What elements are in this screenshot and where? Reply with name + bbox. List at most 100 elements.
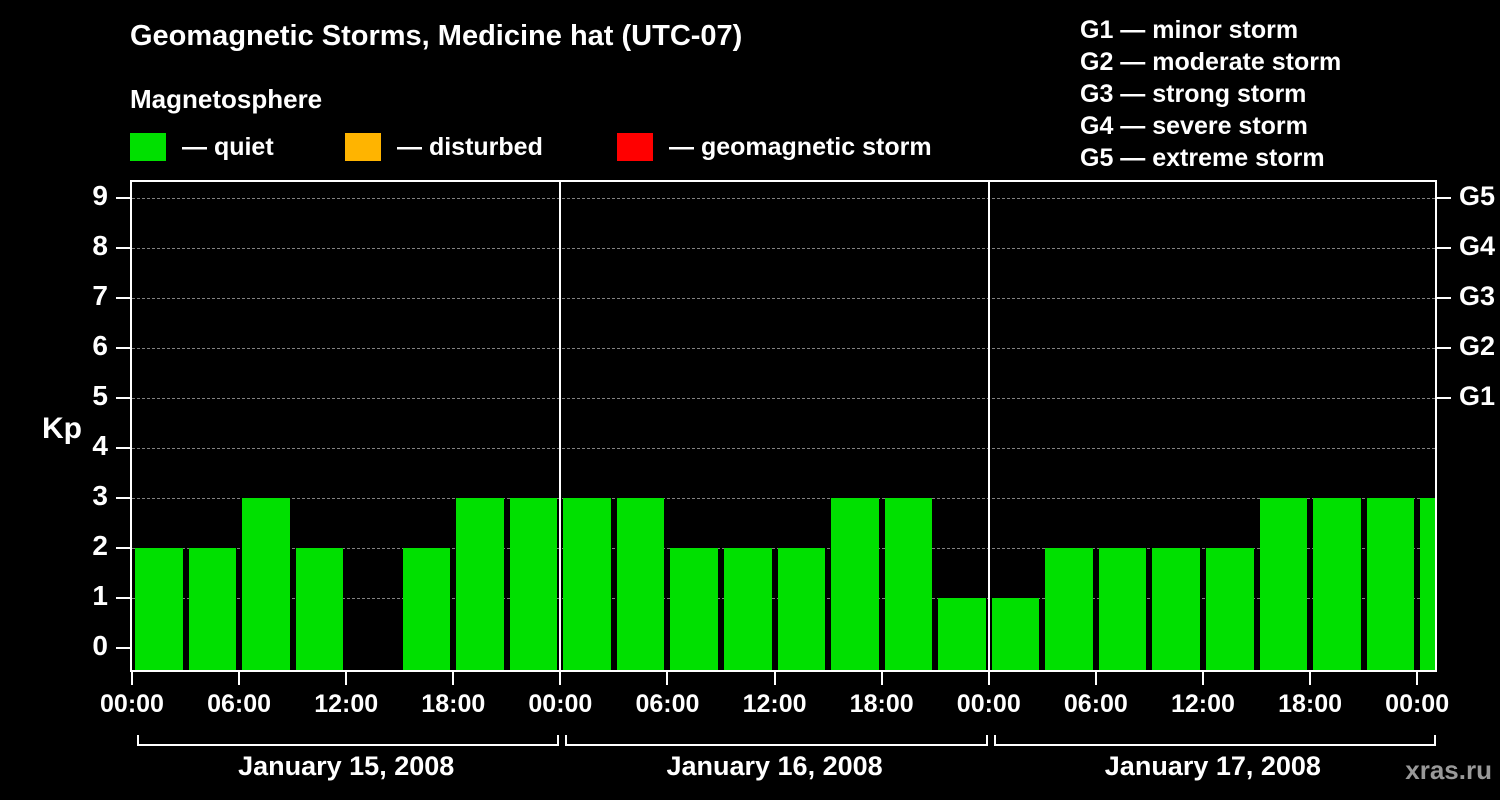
kp-bar: [509, 498, 558, 670]
kp-gridline-5: [132, 398, 1435, 399]
kp-bar: [991, 598, 1040, 670]
x-tick-label: 00:00: [100, 690, 164, 718]
x-tick-label: 18:00: [849, 690, 914, 718]
kp-bar: [724, 548, 772, 670]
y-axis-tick: [116, 347, 130, 349]
g-axis-label: G4: [1459, 231, 1496, 261]
quiet-swatch-icon: [130, 133, 166, 161]
kp-gridline-4: [132, 448, 1435, 449]
kp-bar: [1259, 498, 1308, 670]
y-tick-label: 2: [92, 530, 108, 561]
x-axis-tick: [1094, 672, 1097, 685]
x-tick-label: 18:00: [1278, 690, 1343, 718]
x-tick-label: 00:00: [956, 690, 1021, 718]
y-axis-tick: [116, 547, 130, 549]
legend-storm-label: — geomagnetic storm: [669, 132, 932, 161]
x-axis-tick: [1416, 672, 1419, 685]
kp-bar: [1313, 498, 1361, 670]
x-axis-tick: [1201, 672, 1204, 685]
y-tick-label: 9: [92, 180, 108, 211]
g-axis-label: G3: [1459, 281, 1496, 311]
day-date-label: January 15, 2008: [238, 751, 455, 781]
y-axis-tick: [116, 297, 130, 299]
y-tick-label: 5: [92, 380, 108, 411]
legend-quiet-label: — quiet: [182, 132, 274, 161]
x-tick-label: 00:00: [1385, 690, 1450, 718]
x-axis-tick: [131, 672, 133, 685]
day-bracket: [137, 735, 560, 746]
kp-bar: [938, 598, 986, 670]
g-axis-label: G1: [1459, 381, 1496, 411]
kp-gridline-7: [132, 298, 1435, 299]
kp-bar: [1205, 548, 1254, 670]
x-axis-tick: [880, 672, 883, 685]
x-tick-label: 06:00: [207, 690, 272, 718]
kp-bar: [563, 498, 611, 670]
y-axis-tick: [116, 397, 130, 399]
y-axis-tick: [116, 647, 130, 649]
x-tick-label: 00:00: [528, 690, 593, 718]
x-axis-tick: [1309, 672, 1312, 685]
kp-bar: [402, 548, 451, 670]
y-tick-label: 3: [92, 480, 108, 511]
y-axis-tick: [116, 197, 130, 199]
kp-bar: [295, 548, 344, 670]
kp-bar: [242, 498, 290, 670]
x-tick-label: 12:00: [742, 690, 807, 718]
x-axis-tick: [345, 672, 348, 685]
kp-bar: [831, 498, 879, 670]
x-tick-label: 12:00: [1170, 690, 1235, 718]
day-divider-line: [987, 182, 990, 670]
kp-bar: [456, 498, 504, 670]
kp-bar-partial: [1420, 498, 1435, 670]
day-date-label: January 17, 2008: [1104, 751, 1321, 781]
g-axis-label: G5: [1459, 181, 1496, 211]
storm-scale-g5: G5 — extreme storm: [1080, 144, 1325, 172]
y-axis-tick: [116, 247, 130, 249]
legend-item-disturbed: — disturbed: [345, 132, 543, 162]
x-tick-label: 18:00: [421, 690, 486, 718]
y-tick-label: 6: [92, 330, 108, 361]
g-axis-tick: [1437, 397, 1451, 399]
storm-scale-g3: G3 — strong storm: [1080, 80, 1307, 108]
g-axis-tick: [1437, 247, 1451, 249]
g-axis-label: G2: [1459, 331, 1496, 361]
kp-gridline-3: [132, 498, 1435, 499]
kp-gridline-9: [132, 198, 1435, 199]
x-axis-tick: [666, 672, 669, 685]
subtitle-magnetosphere: Magnetosphere: [130, 84, 323, 114]
storm-scale-g1: G1 — minor storm: [1080, 16, 1299, 44]
kp-bar: [1098, 548, 1147, 670]
kp-bar: [777, 548, 826, 670]
kp-bar: [188, 548, 237, 670]
day-bracket: [565, 735, 988, 746]
kp-gridline-6: [132, 348, 1435, 349]
g-axis-tick: [1437, 197, 1451, 199]
day-date-label: January 16, 2008: [666, 751, 883, 781]
y-tick-label: 4: [92, 430, 108, 461]
page-title: Geomagnetic Storms, Medicine hat (UTC-07…: [130, 20, 743, 52]
storm-scale-g2: G2 — moderate storm: [1080, 48, 1342, 76]
y-axis-title: Kp: [42, 412, 82, 445]
y-axis-tick: [116, 497, 130, 499]
x-axis-tick: [773, 672, 776, 685]
disturbed-swatch-icon: [345, 133, 381, 161]
kp-bar: [1045, 548, 1093, 670]
legend-item-quiet: — quiet: [130, 132, 274, 162]
y-axis-tick: [116, 597, 130, 599]
day-bracket: [993, 735, 1436, 746]
y-tick-label: 1: [92, 580, 108, 611]
x-axis-tick: [452, 672, 455, 685]
kp-bar: [1366, 498, 1415, 670]
y-tick-label: 7: [92, 280, 108, 311]
watermark: xras.ru: [1405, 755, 1492, 785]
legend-item-storm: — geomagnetic storm: [617, 132, 932, 162]
kp-bar-chart-plot: [130, 180, 1437, 672]
y-axis-tick: [116, 447, 130, 449]
x-axis-tick: [238, 672, 241, 685]
kp-bar: [135, 548, 183, 670]
g-axis-tick: [1437, 297, 1451, 299]
kp-gridline-8: [132, 248, 1435, 249]
legend-disturbed-label: — disturbed: [397, 132, 543, 161]
storm-scale-g4: G4 — severe storm: [1080, 112, 1308, 140]
